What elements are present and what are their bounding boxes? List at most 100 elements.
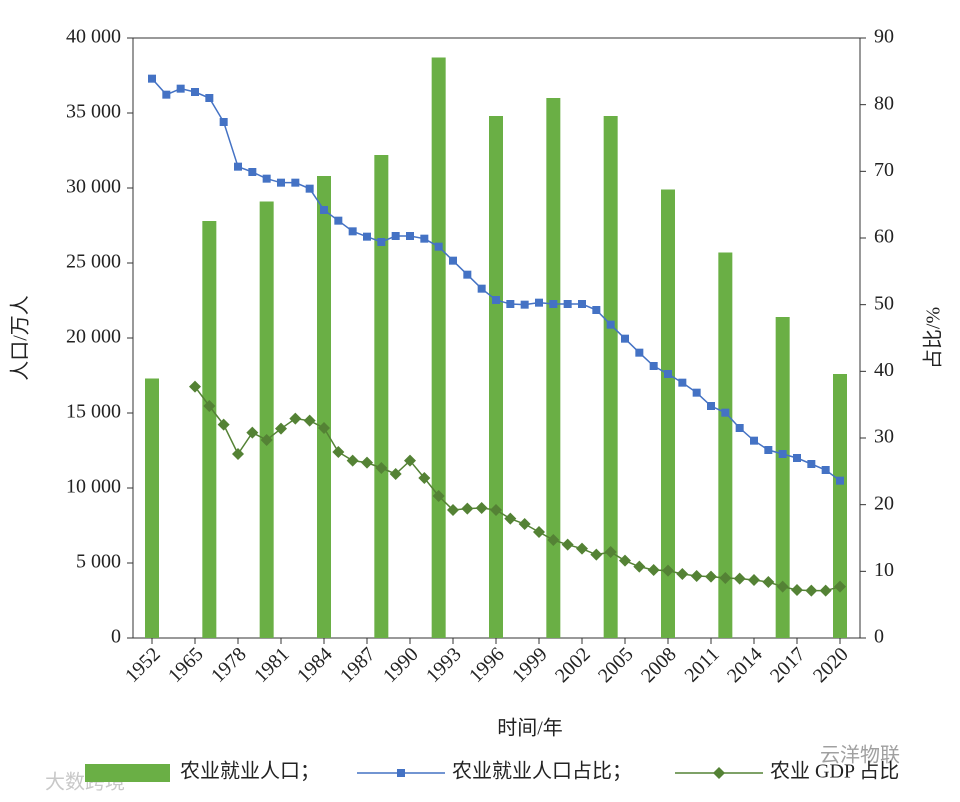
marker: [203, 400, 216, 412]
marker: [690, 570, 703, 582]
marker: [662, 564, 674, 577]
marker: [649, 362, 658, 370]
legend-marker: [397, 769, 405, 777]
y-tick-label: 40 000: [66, 26, 121, 48]
marker: [490, 504, 502, 516]
y2-tick-label: 10: [874, 559, 894, 581]
marker: [318, 422, 330, 434]
y2-tick-label: 30: [874, 426, 894, 448]
y2-tick-label: 70: [874, 159, 894, 181]
marker: [705, 570, 717, 583]
x-tick-label: 2011: [680, 643, 723, 686]
marker: [348, 227, 357, 236]
bar: [259, 201, 274, 638]
marker: [606, 320, 615, 329]
marker: [432, 490, 445, 502]
marker: [604, 546, 617, 558]
marker: [721, 408, 730, 417]
y-tick-label: 35 000: [66, 101, 121, 123]
marker: [535, 298, 543, 307]
bar: [661, 189, 675, 638]
bar: [202, 221, 217, 638]
marker: [733, 572, 746, 585]
y-tick-label: 15 000: [66, 401, 121, 423]
x-tick-label: 1984: [293, 643, 337, 687]
marker: [547, 534, 560, 546]
legend-swatch: [85, 764, 170, 782]
marker: [678, 378, 687, 387]
marker: [549, 300, 558, 308]
marker: [289, 412, 302, 425]
marker: [821, 466, 830, 474]
marker: [176, 84, 185, 93]
marker: [647, 564, 660, 576]
x-axis-title: 时间/年: [497, 717, 563, 740]
marker: [735, 424, 744, 432]
x-tick-label: 2020: [809, 643, 853, 687]
marker: [805, 584, 818, 597]
marker: [363, 232, 371, 241]
x-tick-label: 2002: [551, 643, 595, 687]
legend-label: 农业 GDP 占比: [770, 760, 899, 783]
marker: [518, 518, 531, 530]
marker: [748, 574, 760, 586]
marker: [463, 270, 472, 279]
marker: [492, 296, 500, 304]
marker: [664, 370, 672, 378]
marker: [162, 90, 171, 99]
y-tick-label: 10 000: [66, 476, 121, 498]
marker: [791, 584, 803, 596]
marker: [148, 74, 156, 83]
marker: [217, 418, 230, 431]
marker: [291, 178, 300, 187]
marker: [477, 284, 486, 293]
x-tick-label: 1978: [207, 643, 251, 687]
marker: [434, 242, 443, 251]
y2-tick-label: 20: [874, 492, 894, 514]
x-tick-label: 1999: [508, 643, 552, 687]
marker: [533, 526, 545, 538]
marker: [375, 462, 388, 474]
y-axis-title: 人口/万人: [9, 295, 32, 381]
bar: [317, 176, 331, 638]
marker: [449, 256, 457, 265]
marker: [762, 576, 775, 588]
y2-tick-label: 50: [874, 292, 894, 314]
marker: [305, 184, 314, 193]
marker: [807, 460, 816, 468]
marker: [346, 454, 359, 467]
marker: [389, 468, 402, 480]
marker: [506, 300, 515, 308]
legend-marker: [713, 767, 725, 779]
marker: [592, 306, 601, 314]
marker: [793, 454, 801, 462]
line: [194, 386, 841, 592]
marker: [377, 238, 386, 246]
marker: [404, 454, 416, 467]
marker: [561, 538, 574, 551]
marker: [332, 446, 345, 458]
bar: [775, 317, 790, 638]
marker: [320, 206, 328, 214]
marker: [248, 168, 257, 176]
x-tick-label: 1987: [336, 643, 380, 687]
marker: [619, 554, 631, 567]
x-tick-label: 2017: [766, 643, 810, 687]
marker: [563, 300, 572, 308]
marker: [420, 234, 429, 243]
marker: [391, 232, 400, 240]
x-tick-label: 1993: [422, 643, 466, 687]
x-tick-label: 2008: [637, 643, 681, 687]
x-tick-label: 1990: [379, 643, 423, 687]
x-tick-label: 2014: [723, 643, 767, 687]
marker: [676, 568, 689, 580]
bar: [489, 116, 503, 638]
y-tick-label: 25 000: [66, 251, 121, 273]
y-tick-label: 5 000: [76, 551, 121, 573]
marker: [475, 502, 488, 514]
marker: [232, 448, 244, 460]
bar: [145, 378, 159, 638]
marker: [621, 334, 629, 343]
marker: [750, 436, 758, 445]
